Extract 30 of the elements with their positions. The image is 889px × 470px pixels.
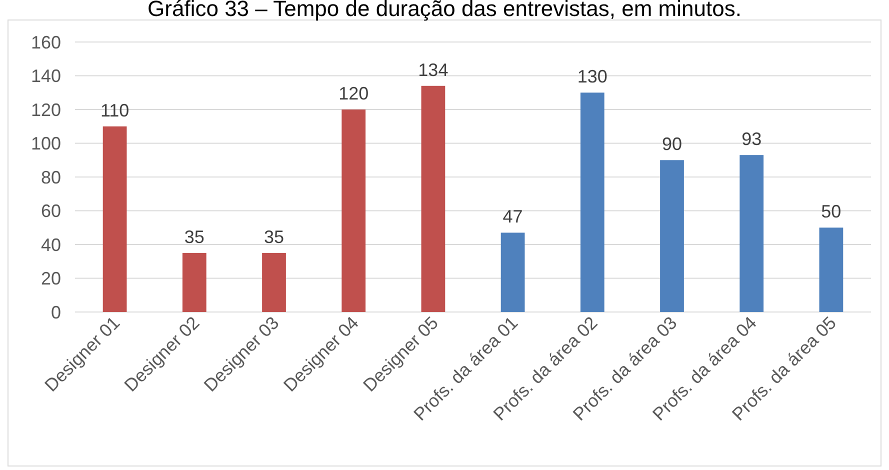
y-tick-label: 60 (40, 201, 61, 222)
data-label: 35 (264, 226, 284, 247)
bar (660, 160, 684, 312)
bar (819, 228, 844, 312)
bar (262, 252, 286, 312)
data-label: 120 (338, 84, 369, 104)
bar (102, 126, 127, 312)
data-label: 35 (184, 226, 204, 247)
y-tick-label: 20 (40, 268, 61, 289)
chart-title: Gráfico 33 – Tempo de duração das entrevistas, em minutos. (148, 0, 742, 21)
y-tick-label: 100 (30, 134, 61, 154)
y-tick-label: 140 (30, 66, 61, 86)
bar (421, 86, 446, 312)
data-label: 47 (502, 206, 523, 227)
y-tick-label: 120 (30, 100, 61, 120)
bar (580, 92, 604, 312)
data-label: 90 (662, 134, 682, 154)
data-label: 134 (418, 60, 448, 80)
y-tick-label: 40 (40, 234, 61, 255)
y-tick-label: 160 (30, 32, 61, 52)
data-label: 50 (821, 202, 842, 222)
bar (740, 155, 764, 312)
bar (182, 252, 206, 312)
data-label: 130 (577, 66, 608, 87)
y-tick-label: 80 (40, 167, 61, 188)
bar (342, 110, 366, 312)
y-tick-label: 0 (50, 302, 61, 322)
data-label: 93 (742, 129, 762, 150)
bar (500, 232, 525, 312)
data-label: 110 (100, 100, 130, 120)
